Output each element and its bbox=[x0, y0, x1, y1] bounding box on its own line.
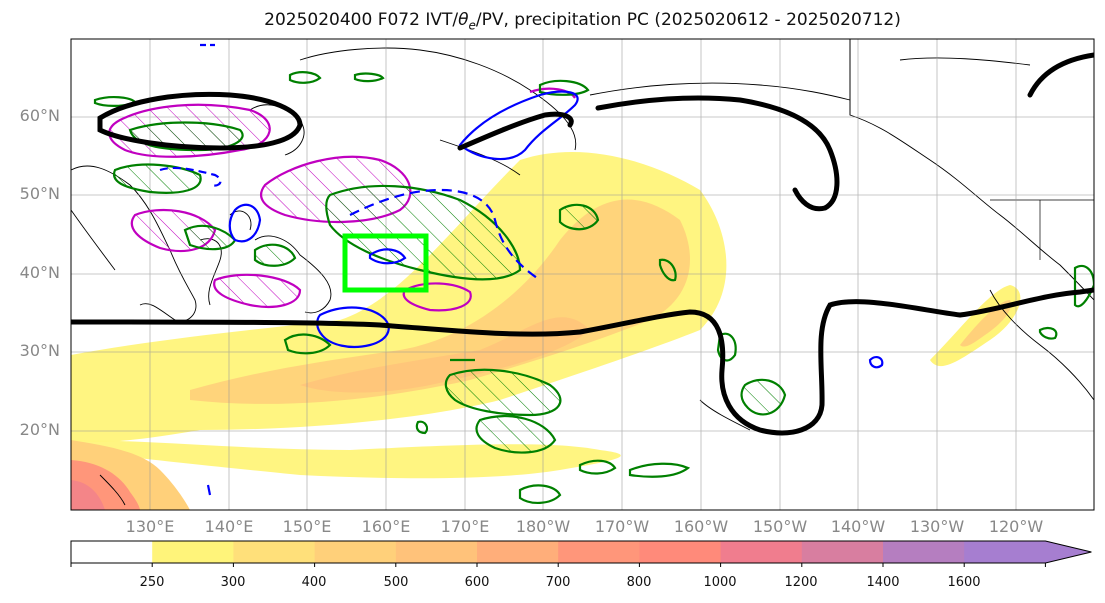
blue-contour-solid bbox=[458, 90, 579, 161]
green-contours bbox=[93, 71, 1094, 504]
green-contour bbox=[578, 459, 617, 475]
blue-contour-dashed bbox=[159, 166, 222, 187]
lat-label-60n: 60°N bbox=[19, 106, 60, 125]
green-contour bbox=[740, 378, 787, 416]
colorbar-segment bbox=[314, 541, 397, 563]
map-frame bbox=[70, 38, 1095, 511]
lat-label-30n: 30°N bbox=[19, 341, 60, 360]
lon-label: 150°E bbox=[282, 517, 332, 536]
colorbar-segment bbox=[477, 541, 559, 563]
lat-label-20n: 20°N bbox=[19, 420, 60, 439]
black-contour bbox=[97, 91, 303, 151]
lat-label-50n: 50°N bbox=[19, 184, 60, 203]
colorbar-segment bbox=[558, 541, 640, 563]
lon-label: 160°W bbox=[673, 517, 729, 536]
green-contour bbox=[658, 258, 677, 282]
colorbar-label: 1400 bbox=[866, 575, 900, 590]
lat-label-40n: 40°N bbox=[19, 263, 60, 282]
green-contour bbox=[716, 332, 737, 362]
ivt-band-sub bbox=[71, 440, 621, 479]
colorbar-label: 300 bbox=[220, 575, 246, 590]
colorbar bbox=[70, 540, 1092, 567]
colorbar-segment bbox=[395, 541, 478, 563]
green-contour bbox=[288, 71, 322, 84]
blue-contour-solid bbox=[228, 203, 262, 243]
colorbar-segment bbox=[964, 541, 1092, 563]
magenta-contour bbox=[213, 273, 302, 308]
colorbar-label: 700 bbox=[545, 575, 571, 590]
lon-label: 140°E bbox=[204, 517, 254, 536]
colorbar-segment bbox=[801, 541, 884, 563]
colorbar-label: 1600 bbox=[947, 575, 981, 590]
colorbar-label: 800 bbox=[626, 575, 652, 590]
colorbar-segment bbox=[152, 541, 234, 563]
lon-label: 170°W bbox=[594, 517, 650, 536]
green-contour bbox=[325, 184, 522, 281]
magenta-contour bbox=[529, 87, 576, 99]
green-contour bbox=[253, 243, 297, 267]
colorbar-outline bbox=[70, 540, 1092, 564]
black-contour bbox=[457, 111, 574, 151]
colorbar-segment bbox=[883, 541, 965, 563]
green-contour bbox=[628, 462, 691, 478]
colorbar-segment bbox=[71, 541, 153, 563]
magenta-contour bbox=[402, 282, 472, 312]
lon-label: 130°E bbox=[125, 517, 175, 536]
coastlines bbox=[71, 39, 1094, 506]
chart-title: 2025020400 F072 IVT/θe/PV, precipitation… bbox=[264, 10, 901, 33]
green-contour bbox=[558, 203, 600, 231]
blue-contour-solid bbox=[206, 484, 212, 496]
black-contour bbox=[1027, 52, 1094, 98]
colorbar-label: 400 bbox=[301, 575, 327, 590]
lon-label: 140°W bbox=[830, 517, 886, 536]
ivt-band-mid bbox=[190, 199, 690, 404]
lon-label: 160°E bbox=[361, 517, 411, 536]
country-borders bbox=[849, 39, 1094, 260]
green-contour bbox=[1038, 326, 1058, 340]
lon-label: 170°E bbox=[440, 517, 490, 536]
blue-contour-solid bbox=[368, 248, 407, 265]
black-contour bbox=[595, 95, 840, 212]
green-contour bbox=[353, 72, 385, 83]
black-contours bbox=[71, 52, 1094, 436]
blue-contour-solid bbox=[316, 306, 390, 349]
colorbar-segment bbox=[720, 541, 803, 563]
black-contour bbox=[71, 287, 1094, 436]
focus-box bbox=[342, 233, 429, 293]
lon-label: 180°W bbox=[515, 517, 571, 536]
lon-label: 120°W bbox=[988, 517, 1044, 536]
green-contour bbox=[475, 415, 557, 454]
lon-label: 130°W bbox=[909, 517, 965, 536]
green-contour bbox=[283, 333, 332, 355]
green-contour bbox=[518, 484, 562, 504]
colorbar-label: 250 bbox=[139, 575, 165, 590]
colorbar-segment bbox=[639, 541, 722, 563]
colorbar-label: 1200 bbox=[784, 575, 818, 590]
lon-label: 150°W bbox=[752, 517, 808, 536]
blue-contour-dashed bbox=[349, 188, 541, 281]
ivt-east-mid bbox=[960, 300, 1011, 347]
green-contour bbox=[444, 368, 562, 417]
blue-contour-solid bbox=[868, 356, 884, 369]
colorbar-segment bbox=[233, 541, 316, 563]
blue-contours bbox=[159, 43, 884, 496]
green-contour bbox=[112, 163, 202, 194]
green-contour bbox=[415, 420, 429, 435]
ivt-east-low bbox=[930, 285, 1021, 367]
colorbar-label: 600 bbox=[464, 575, 490, 590]
colorbar-label: 1000 bbox=[703, 575, 737, 590]
colorbar-label: 500 bbox=[383, 575, 409, 590]
ivt-corner-high bbox=[71, 480, 105, 510]
